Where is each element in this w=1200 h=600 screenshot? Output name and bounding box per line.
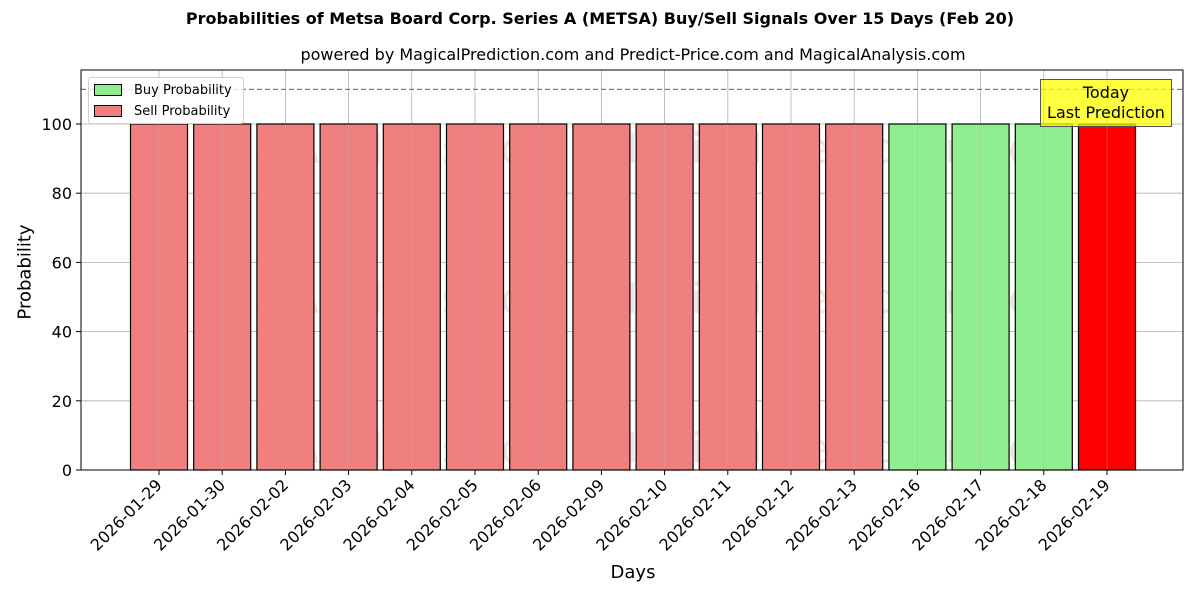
legend-item-buy: Buy Probability: [94, 82, 232, 98]
y-axis-label: Probability: [14, 224, 36, 320]
today-annotation-line2: Last Prediction: [1047, 103, 1165, 122]
legend-sell-label: Sell Probability: [134, 103, 231, 119]
legend-buy-label: Buy Probability: [134, 82, 232, 98]
x-axis-label: Days: [610, 562, 656, 583]
plot-frame: [80, 69, 1184, 471]
today-annotation-line1: Today: [1082, 83, 1130, 102]
y-tick-label: 100: [41, 115, 72, 134]
y-tick-label: 0: [62, 461, 72, 480]
y-tick-label: 20: [52, 392, 72, 411]
legend-item-sell: Sell Probability: [94, 103, 230, 119]
today-annotation: Today Last Prediction: [1040, 79, 1172, 127]
chart-title: Probabilities of Metsa Board Corp. Serie…: [185, 9, 1015, 28]
chart-subtitle: powered by MagicalPrediction.com and Pre…: [300, 45, 966, 64]
y-tick-label: 40: [52, 323, 72, 342]
y-tick-label: 80: [52, 184, 72, 203]
sell-swatch-icon: [94, 105, 122, 117]
buy-swatch-icon: [94, 84, 122, 96]
legend: Buy Probability Sell Probability: [88, 77, 244, 124]
y-tick-label: 60: [52, 253, 72, 272]
